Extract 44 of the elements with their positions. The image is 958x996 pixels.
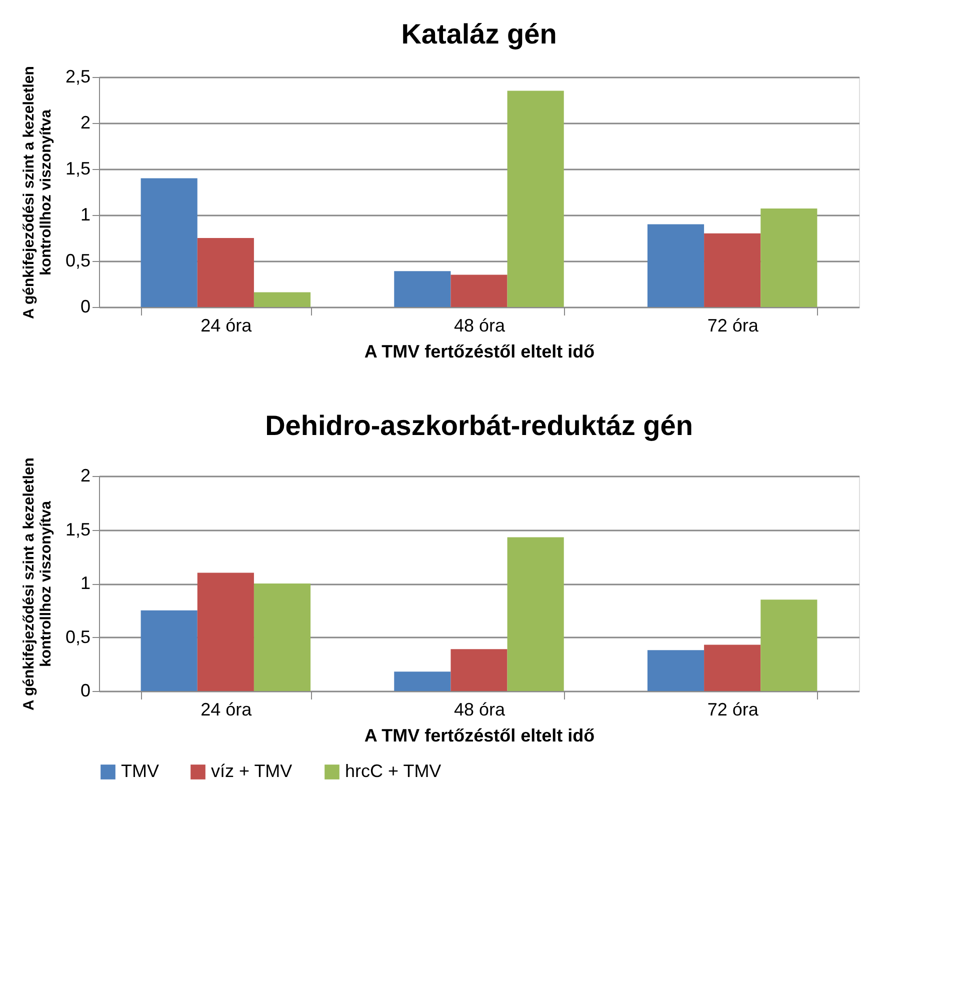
bar [704,644,761,691]
bar [394,672,451,691]
y-tick-label: 0,5 [65,250,90,270]
y-tick-label: 1,5 [65,158,90,178]
x-axis-title: A TMV fertőzéstől eltelt idő [364,726,595,746]
legend-label: TMV [121,761,159,781]
y-axis-title: A génkifejeződési szint a kezeletlen kontrollhoz viszonyítva [20,66,54,319]
bar [760,600,818,691]
x-tick-label: 48 óra [454,700,506,720]
bar [760,208,818,307]
x-tick-label: 24 óra [200,316,253,336]
x-tick-label: 72 óra [707,700,760,720]
bar [197,572,254,691]
bar [140,610,198,691]
y-tick-label: 1 [80,573,90,593]
bar [450,274,508,307]
y-tick-label: 2 [80,112,90,132]
y-tick-label: 0 [80,296,90,316]
y-tick-label: 0,5 [65,626,90,647]
chart-title: Dehidro-aszkorbát-reduktáz gén [265,410,693,441]
bar [647,650,704,691]
y-tick-label: 0 [80,680,90,700]
y-tick-label: 2,5 [65,66,90,86]
bar [254,292,311,307]
bar [450,649,508,691]
bar [704,233,761,307]
bar [197,238,254,307]
y-tick-label: 1,5 [65,519,90,540]
x-tick-label: 24 óra [200,700,253,720]
x-axis-title: A TMV fertőzéstől eltelt idő [364,342,595,362]
bar [140,178,198,307]
bar [507,537,564,691]
y-axis-title: A génkifejeződési szint a kezeletlen kontrollhoz viszonyítva [20,458,54,710]
x-tick-label: 72 óra [707,316,760,336]
legend-label: hrcC + TMV [345,761,442,781]
x-tick-label: 48 óra [454,316,506,336]
y-tick-label: 1 [80,204,90,224]
bar [254,584,311,691]
bar [507,90,564,307]
chart-title: Kataláz gén [401,18,557,50]
y-tick-label: 2 [80,466,90,486]
legend-label: víz + TMV [211,761,292,781]
bar [394,271,451,307]
bar [647,224,704,307]
